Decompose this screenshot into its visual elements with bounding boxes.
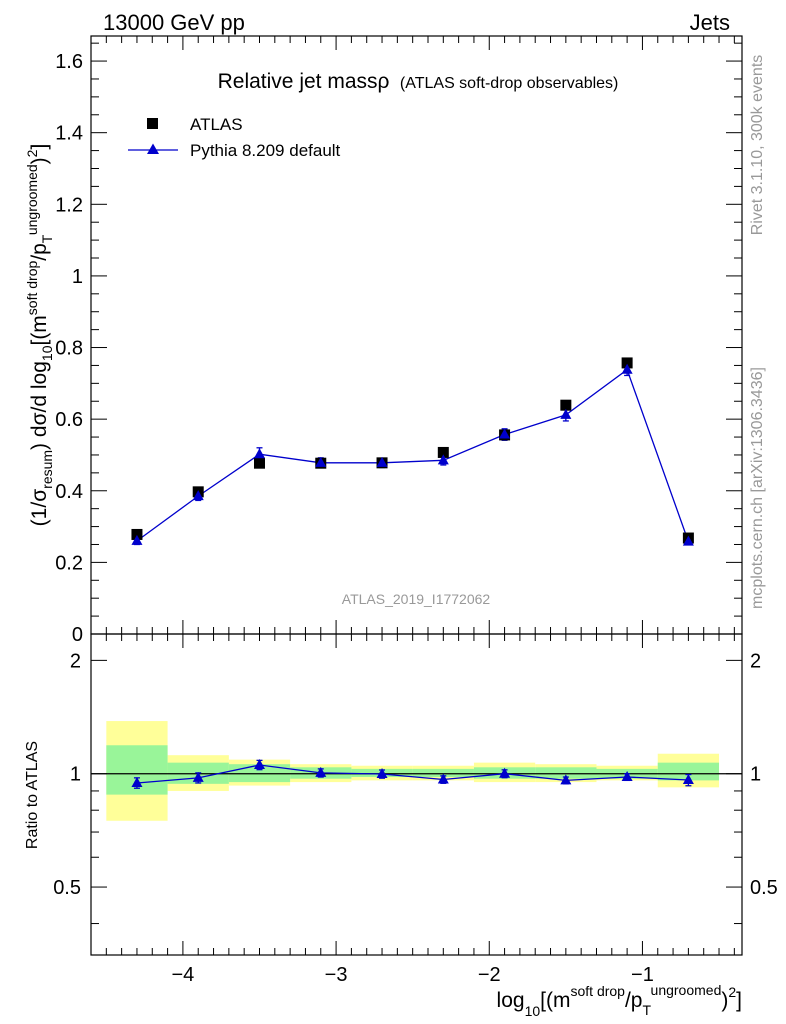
pythia-point-3	[315, 456, 327, 467]
header-left: 13000 GeV pp	[103, 10, 245, 35]
pythia-point-7	[560, 408, 572, 419]
ratio-y-tick-label-right-1: 1	[750, 764, 761, 786]
ratio-y-tick-label-right-2: 2	[750, 650, 761, 672]
main-y-tick-label-3: 0.6	[55, 409, 83, 431]
x-tick-label-0: −4	[171, 964, 194, 986]
main-y-tick-label-4: 0.8	[55, 338, 83, 360]
axes-layer: −4 −3 −2 −1 0 0.2 0.4 0.6 0.8 1 1.2 1.4 1.6 0.5 0.5 1 1 2…	[53, 35, 778, 986]
mcplots-label: mcplots.cern.ch [arXiv:1306.3436]	[749, 367, 766, 609]
legend-label-pythia: Pythia 8.209 default	[190, 141, 341, 160]
pythia-point-4	[376, 456, 388, 467]
ratio-band-green-9	[657, 762, 720, 781]
ratio-point-1	[192, 771, 204, 782]
ratio-y-tick-label-right-0: 0.5	[750, 877, 778, 899]
header-right: Jets	[690, 10, 730, 35]
atlas-point-0	[131, 528, 143, 540]
legend-label-atlas: ATLAS	[190, 115, 243, 134]
pythia-point-0	[131, 534, 143, 545]
legend: ATLAS Pythia 8.209 default	[128, 115, 341, 160]
atlas-point-7	[560, 399, 572, 411]
pythia-point-9	[682, 535, 694, 546]
chart-subtitle: (ATLAS soft-drop observables)	[400, 75, 618, 92]
pythia-point-6	[499, 428, 511, 439]
atlas-point-8	[621, 357, 633, 369]
legend-marker-pythia	[147, 143, 159, 154]
ratio-point-4	[376, 768, 388, 779]
pythia-point-8	[621, 363, 633, 374]
pythia-point-2	[253, 448, 265, 459]
pythia-point-1	[192, 490, 204, 501]
ratio-point-2	[253, 758, 265, 769]
ratio-frame	[90, 633, 743, 956]
ratio-point-9	[682, 774, 694, 785]
pythia-point-5	[437, 454, 449, 465]
ratio-y-tick-label-left-2: 2	[70, 650, 81, 672]
main-y-tick-label-8: 1.6	[55, 51, 83, 73]
main-y-tick-label-1: 0.2	[55, 552, 83, 574]
rivet-label: Rivet 3.1.10, 300k events	[749, 55, 766, 236]
ratio-plot-layer	[131, 758, 694, 789]
analysis-watermark: ATLAS_2019_I1772062	[342, 591, 491, 607]
main-y-tick-label-2: 0.4	[55, 481, 83, 503]
ratio-point-6	[499, 767, 511, 778]
ratio-band-green-5	[412, 768, 474, 778]
ratio-band-green-7	[535, 767, 597, 779]
main-plot-layer	[131, 357, 694, 546]
ratio-point-0	[131, 776, 143, 787]
x-axis-label: log10[(msoft drop/pTungroomed)2]	[497, 982, 742, 1019]
ratio-y-tick-label-left-1: 1	[70, 764, 81, 786]
atlas-point-2	[253, 457, 265, 469]
x-tick-label-3: −1	[631, 964, 654, 986]
chart-title-main: Relative jet massρ	[218, 70, 390, 93]
main-y-tick-label-5: 1	[72, 266, 83, 288]
ratio-y-tick-label-left-0: 0.5	[53, 877, 81, 899]
ratio-point-7	[560, 774, 572, 785]
ratio-line	[136, 764, 689, 784]
ratio-point-3	[315, 766, 327, 777]
x-tick-label-2: −2	[478, 964, 501, 986]
pythia-line	[136, 368, 690, 542]
main-y-tick-label-7: 1.4	[55, 123, 83, 145]
main-y-tick-label-0: 0	[72, 624, 83, 646]
chart-title: Relative jet massρ (ATLAS soft-drop obse…	[218, 70, 619, 93]
atlas-point-5	[437, 446, 449, 458]
ratio-y-axis-label: Ratio to ATLAS	[24, 741, 41, 849]
y-axis-label: (1/σresum) dσ/d log10[(msoft drop/pTungr…	[24, 144, 55, 527]
legend-marker-atlas	[147, 118, 158, 129]
ratio-point-8	[621, 771, 633, 782]
ratio-point-5	[437, 773, 449, 784]
main-y-tick-label-6: 1.2	[55, 194, 83, 216]
x-tick-label-1: −3	[325, 964, 348, 986]
